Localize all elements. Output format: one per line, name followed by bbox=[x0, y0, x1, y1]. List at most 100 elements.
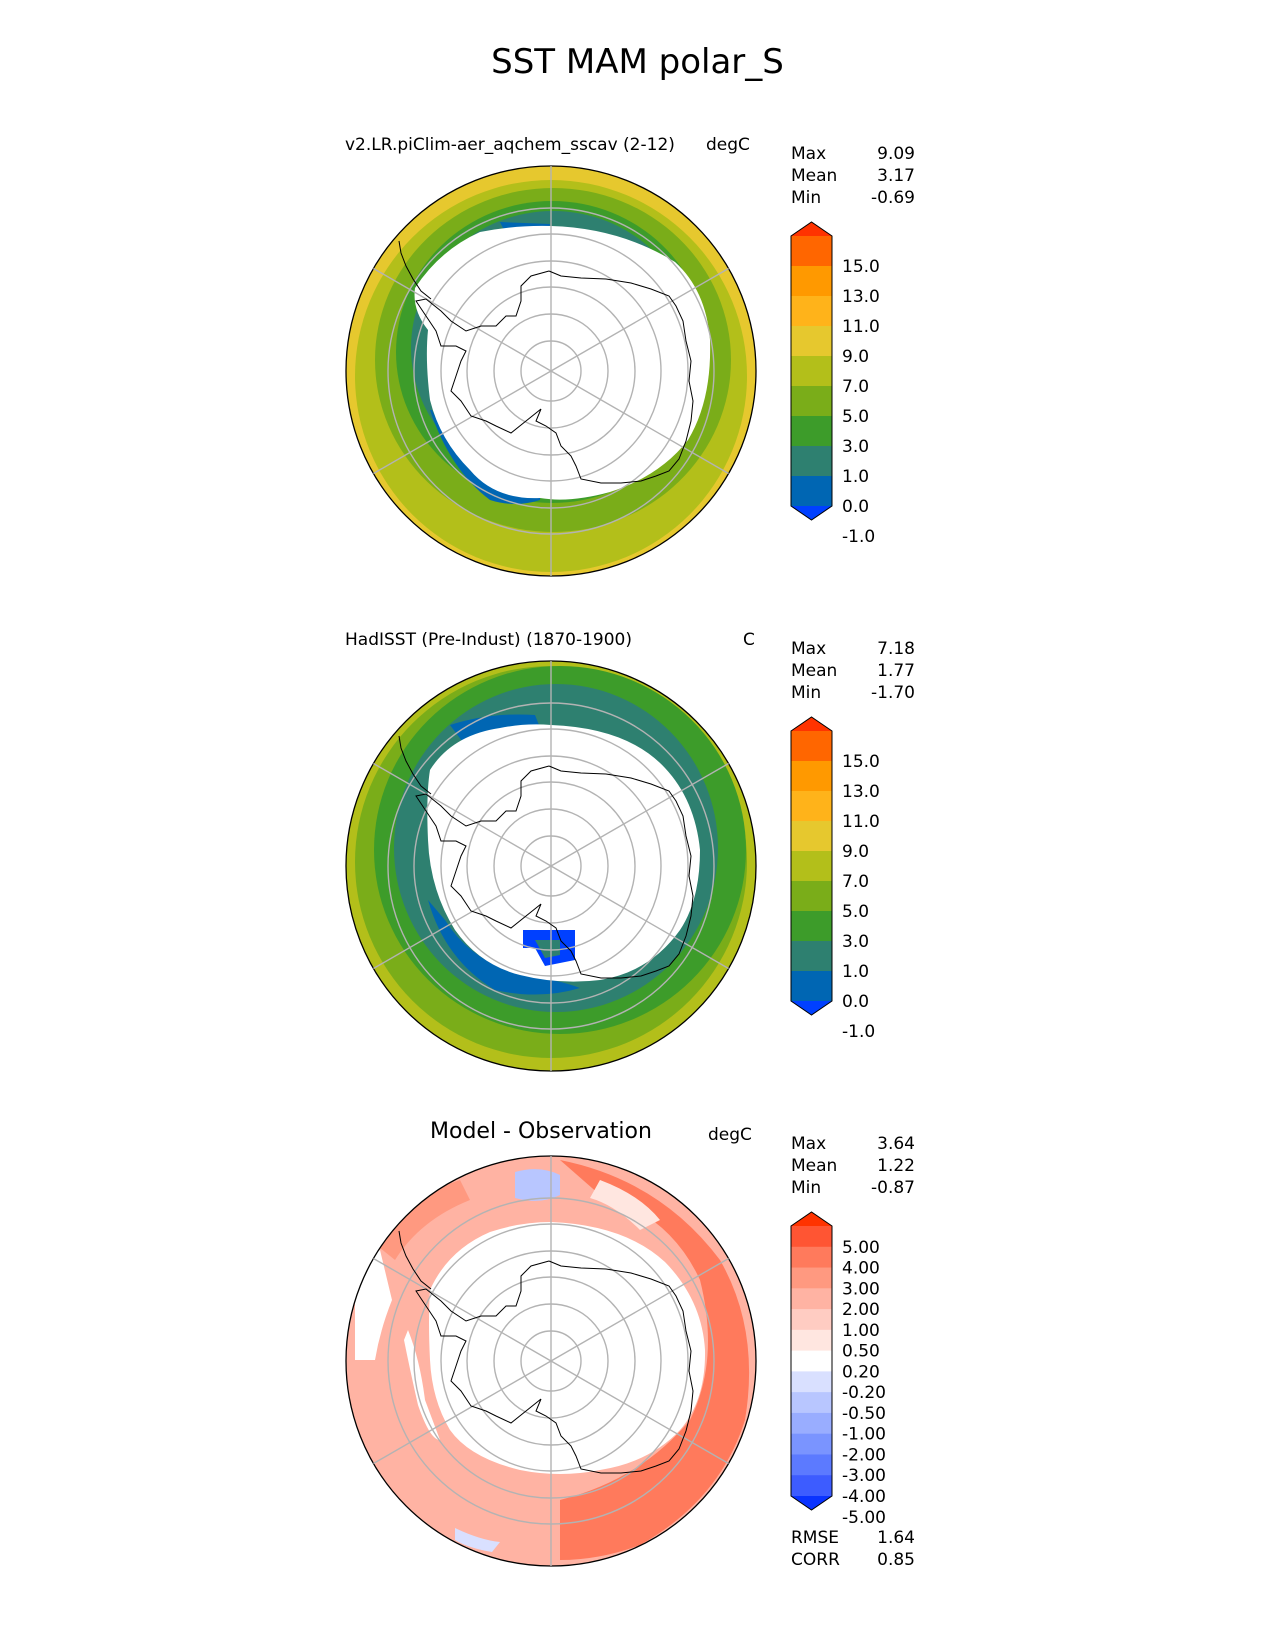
colorbar-tick-label: 11.0 bbox=[842, 317, 880, 337]
colorbar-band bbox=[791, 731, 832, 762]
meridian-line bbox=[550, 762, 729, 867]
stat-value-corr: 0.85 bbox=[877, 1550, 915, 1570]
meridian-line bbox=[550, 1360, 729, 1465]
colorbar-band bbox=[791, 266, 832, 297]
colorbar-band bbox=[791, 326, 832, 357]
stat-label: Mean bbox=[791, 661, 838, 681]
colorbar-tick-label: 7.0 bbox=[842, 377, 869, 397]
stat-value-min: -0.87 bbox=[871, 1178, 915, 1198]
colorbar-tick-label: -3.00 bbox=[842, 1466, 886, 1486]
colorbar-tick-label: 5.00 bbox=[842, 1238, 880, 1258]
colorbar-band bbox=[791, 236, 832, 267]
graticule-layer bbox=[373, 166, 729, 1566]
colorbar-tick-label: 7.0 bbox=[842, 872, 869, 892]
colorbar-tick-label: 1.0 bbox=[842, 962, 869, 982]
colorbar-band bbox=[791, 446, 832, 477]
map-panel-1 bbox=[345, 165, 757, 577]
stat-value-mean: 1.77 bbox=[877, 661, 915, 681]
colorbar-tick-label: 3.0 bbox=[842, 437, 869, 457]
colorbar-tick-label: 3.0 bbox=[842, 932, 869, 952]
panel3-units: degC bbox=[708, 1125, 752, 1145]
colorbar-band bbox=[791, 1350, 832, 1372]
colorbar-tick-label: -4.00 bbox=[842, 1487, 886, 1507]
panel2-left-title: HadISST (Pre-Indust) (1870-1900) bbox=[345, 630, 633, 650]
panel1-stats: Max 9.09 Mean 3.17 Min -0.69 bbox=[791, 143, 915, 209]
panel2-stats: Max 7.18 Mean 1.77 Min -1.70 bbox=[791, 638, 915, 704]
panel3-footer-stats: RMSE 1.64 CORR 0.85 bbox=[791, 1527, 915, 1571]
colorbar-band bbox=[791, 971, 832, 1002]
colorbar-extend-max bbox=[791, 1212, 832, 1226]
meridian-line bbox=[373, 762, 552, 867]
colorbar-tick-label: 1.0 bbox=[842, 467, 869, 487]
colorbar-tick-label: 9.0 bbox=[842, 347, 869, 367]
colorbar-tick-label: 4.00 bbox=[842, 1259, 880, 1279]
colorbar-tick-label: 3.00 bbox=[842, 1279, 880, 1299]
stat-label: Min bbox=[791, 1178, 822, 1198]
colorbar-tick-label: 0.20 bbox=[842, 1362, 880, 1382]
meridian-line bbox=[373, 1257, 552, 1362]
colorbar-tick-label: 1.00 bbox=[842, 1321, 880, 1341]
colorbar-tick-label: -5.00 bbox=[842, 1508, 886, 1528]
colorbar-band bbox=[791, 851, 832, 882]
antarctica-coastline bbox=[415, 1260, 694, 1474]
diff-band-2to3 bbox=[370, 1180, 470, 1260]
diff-band-0.2to0.5 bbox=[590, 1180, 660, 1230]
coastline-layer bbox=[398, 240, 694, 1474]
meridian-line bbox=[550, 1257, 729, 1362]
meridian-line bbox=[373, 267, 552, 372]
colorbar-band bbox=[791, 1267, 832, 1289]
colorbar-outline bbox=[790, 1211, 833, 1511]
colorbar-band bbox=[791, 791, 832, 822]
colorbar-tick-label: -0.50 bbox=[842, 1404, 886, 1424]
stat-value-rmse: 1.64 bbox=[877, 1528, 915, 1548]
sea-ice-mask bbox=[414, 225, 711, 500]
colorbar-tick-label: 13.0 bbox=[842, 287, 880, 307]
stat-label: Max bbox=[791, 144, 827, 164]
stat-label: Max bbox=[791, 639, 827, 659]
stat-value-max: 7.18 bbox=[877, 639, 915, 659]
colorbar-band bbox=[791, 1329, 832, 1352]
colorbar-band bbox=[791, 476, 832, 507]
colorbar-tick-label: -1.0 bbox=[842, 1022, 875, 1042]
meridian-line bbox=[373, 370, 552, 475]
colorbar-outline bbox=[790, 221, 833, 521]
colorbar-band bbox=[791, 1371, 832, 1393]
stat-value-min: -1.70 bbox=[871, 683, 915, 703]
stat-value-mean: 3.17 bbox=[877, 166, 915, 186]
colorbar-tick-label: 5.0 bbox=[842, 407, 869, 427]
diff-band-minus1to-0.5 bbox=[515, 1169, 560, 1201]
meridian-line bbox=[373, 1360, 552, 1465]
meridian-line bbox=[550, 865, 729, 970]
colorbar-tick-label: 0.0 bbox=[842, 497, 869, 517]
diff-band-neutral bbox=[404, 1330, 440, 1440]
figure-title: SST MAM polar_S bbox=[491, 42, 784, 82]
colorbar-band bbox=[791, 761, 832, 792]
panel1-left-title: v2.LR.piClim-aer_aqchem_sscav (2-12) bbox=[345, 135, 675, 155]
stat-value-min: -0.69 bbox=[871, 188, 915, 208]
colorbar-band bbox=[791, 356, 832, 387]
meridian-line bbox=[550, 267, 729, 372]
colorbar-band bbox=[791, 1226, 832, 1248]
antarctica-coastline bbox=[415, 270, 694, 484]
colorbar-band bbox=[791, 911, 832, 942]
colorbar-band bbox=[791, 821, 832, 852]
panel1-units: degC bbox=[706, 135, 750, 155]
colorbar-band bbox=[791, 1433, 832, 1455]
stat-label: Mean bbox=[791, 166, 838, 186]
colorbar-tick-label: 13.0 bbox=[842, 782, 880, 802]
stat-label: Mean bbox=[791, 1156, 838, 1176]
colorbar-tick-label: 9.0 bbox=[842, 842, 869, 862]
sea-ice-mask bbox=[429, 1222, 706, 1474]
colorbar-band bbox=[791, 1475, 832, 1497]
colorbar-band bbox=[791, 416, 832, 447]
panel2-units: C bbox=[743, 630, 755, 650]
colorbar-band bbox=[791, 1288, 832, 1310]
stat-value-max: 9.09 bbox=[877, 144, 915, 164]
colorbar-layer: 15.0 13.0 11.0 9.0 7.0 5.0 3.0 1.0 0.0 -1.0 15.0 13… bbox=[790, 221, 886, 1528]
stat-label: Min bbox=[791, 683, 822, 703]
antarctica-coastline bbox=[415, 765, 694, 979]
colorbar-extend-max bbox=[791, 717, 832, 731]
colorbar-tick-label: 11.0 bbox=[842, 812, 880, 832]
colorbar-band bbox=[791, 1246, 832, 1269]
stat-label: Max bbox=[791, 1134, 827, 1154]
